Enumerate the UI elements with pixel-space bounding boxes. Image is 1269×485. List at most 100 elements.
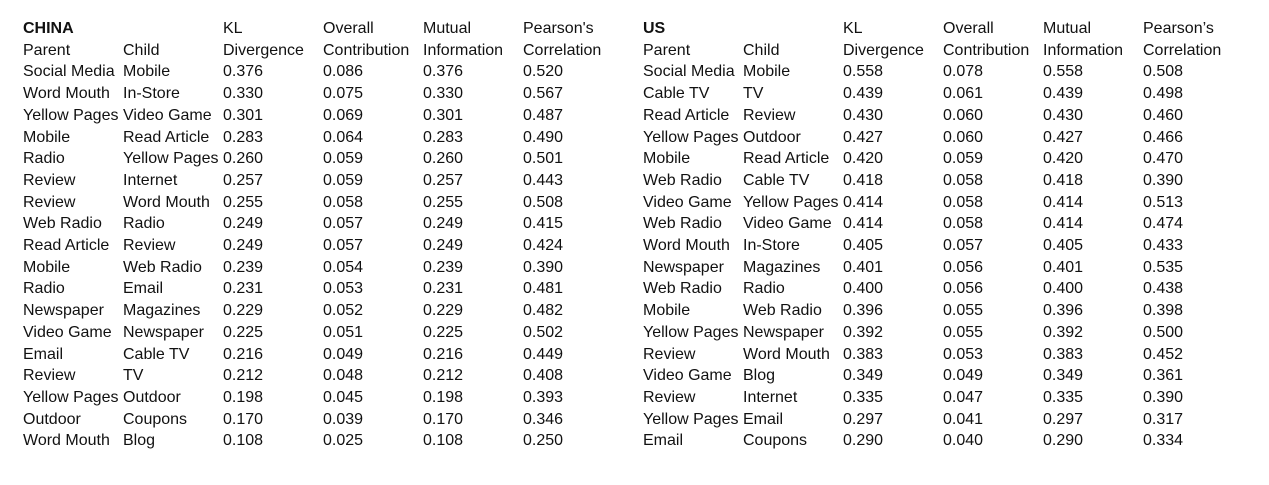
pearson-correlation-cell: 0.481 (523, 280, 564, 298)
pearson-correlation-cell: 0.502 (523, 323, 564, 341)
child-cell: Word Mouth (123, 193, 210, 211)
child-cell: Web Radio (743, 302, 822, 320)
child-cell: Coupons (743, 432, 808, 450)
parent-cell: Mobile (23, 258, 71, 276)
mutual-information-cell: 0.439 (1043, 85, 1084, 103)
china-table: CHINA KL Overall Mutual Pearson's Parent… (23, 18, 623, 452)
child-cell: Yellow Pages (743, 193, 839, 211)
col-header-overall-top: Overall (323, 20, 374, 37)
col-header-overall-contribution: Contribution (323, 41, 410, 59)
overall-contribution-cell: 0.056 (943, 280, 984, 298)
header-row-top: CHINA KL Overall Mutual Pearson's (23, 18, 623, 40)
kl-divergence-cell: 0.170 (223, 410, 264, 428)
overall-contribution-cell: 0.054 (323, 258, 364, 276)
mutual-information-cell: 0.383 (1043, 345, 1084, 363)
overall-contribution-cell: 0.053 (943, 345, 984, 363)
pearson-correlation-cell: 0.317 (1143, 410, 1184, 428)
mutual-information-cell: 0.198 (423, 388, 464, 406)
pearson-correlation-cell: 0.449 (523, 345, 564, 363)
table-row: Newspaper Magazines 0.229 0.052 0.229 0.482 (23, 300, 623, 322)
child-cell: In-Store (743, 237, 800, 255)
kl-divergence-cell: 0.439 (843, 85, 884, 103)
mutual-information-cell: 0.405 (1043, 237, 1084, 255)
overall-contribution-cell: 0.058 (943, 171, 984, 189)
child-cell: Mobile (123, 63, 171, 81)
col-header-child: Child (123, 41, 160, 59)
table-row: Yellow Pages Outdoor 0.198 0.045 0.198 0.393 (23, 387, 623, 409)
parent-cell: Email (643, 432, 684, 450)
col-header-overall-contribution: Contribution (943, 41, 1030, 59)
mutual-information-cell: 0.392 (1043, 323, 1084, 341)
overall-contribution-cell: 0.047 (943, 388, 984, 406)
pearson-correlation-cell: 0.470 (1143, 150, 1184, 168)
parent-cell: Radio (23, 280, 65, 298)
child-cell: In-Store (123, 85, 180, 103)
parent-cell: Mobile (643, 302, 691, 320)
overall-contribution-cell: 0.061 (943, 85, 984, 103)
mutual-information-cell: 0.290 (1043, 432, 1084, 450)
kl-divergence-cell: 0.420 (843, 150, 884, 168)
col-header-pearson-top: Pearson's (523, 20, 594, 37)
overall-contribution-cell: 0.059 (943, 150, 984, 168)
parent-cell: Web Radio (643, 280, 722, 298)
header-row-bottom: Parent Child Divergence Contribution Inf… (643, 40, 1243, 62)
pearson-correlation-cell: 0.520 (523, 63, 564, 81)
parent-cell: Yellow Pages (643, 410, 739, 428)
parent-cell: Yellow Pages (23, 388, 119, 406)
parent-cell: Yellow Pages (643, 323, 739, 341)
parent-cell: Cable TV (643, 85, 710, 103)
mutual-information-cell: 0.283 (423, 128, 464, 146)
table-row: Word Mouth In-Store 0.330 0.075 0.330 0.567 (23, 83, 623, 105)
overall-contribution-cell: 0.049 (943, 367, 984, 385)
pearson-correlation-cell: 0.474 (1143, 215, 1184, 233)
overall-contribution-cell: 0.060 (943, 106, 984, 124)
child-cell: Read Article (123, 128, 210, 146)
pearson-correlation-cell: 0.334 (1143, 432, 1184, 450)
kl-divergence-cell: 0.216 (223, 345, 264, 363)
mutual-information-cell: 0.401 (1043, 258, 1084, 276)
mutual-information-cell: 0.430 (1043, 106, 1084, 124)
overall-contribution-cell: 0.057 (323, 215, 364, 233)
col-header-overall-top: Overall (943, 20, 994, 37)
table-row: Video Game Blog 0.349 0.049 0.349 0.361 (643, 365, 1243, 387)
pearson-correlation-cell: 0.498 (1143, 85, 1184, 103)
pearson-correlation-cell: 0.346 (523, 410, 564, 428)
col-header-mutual-information: Information (423, 41, 504, 59)
pearson-correlation-cell: 0.424 (523, 237, 564, 255)
mutual-information-cell: 0.349 (1043, 367, 1084, 385)
kl-divergence-cell: 0.427 (843, 128, 884, 146)
overall-contribution-cell: 0.060 (943, 128, 984, 146)
col-header-parent: Parent (23, 41, 71, 59)
overall-contribution-cell: 0.041 (943, 410, 984, 428)
table-body: Social Media Mobile 0.376 0.086 0.376 0.520 Wo… (23, 61, 623, 452)
overall-contribution-cell: 0.025 (323, 432, 364, 450)
kl-divergence-cell: 0.418 (843, 171, 884, 189)
child-cell: Coupons (123, 410, 188, 428)
pearson-correlation-cell: 0.501 (523, 150, 564, 168)
pearson-correlation-cell: 0.361 (1143, 367, 1184, 385)
overall-contribution-cell: 0.075 (323, 85, 364, 103)
pearson-correlation-cell: 0.390 (1143, 171, 1184, 189)
table-row: Review Word Mouth 0.255 0.058 0.255 0.508 (23, 192, 623, 214)
parent-cell: Social Media (643, 63, 735, 81)
child-cell: Internet (743, 388, 798, 406)
mutual-information-cell: 0.330 (423, 85, 464, 103)
mutual-information-cell: 0.229 (423, 302, 464, 320)
col-header-parent: Parent (643, 41, 691, 59)
table-row: Email Cable TV 0.216 0.049 0.216 0.449 (23, 344, 623, 366)
child-cell: Mobile (743, 63, 791, 81)
pearson-correlation-cell: 0.490 (523, 128, 564, 146)
pearson-correlation-cell: 0.567 (523, 85, 564, 103)
kl-divergence-cell: 0.383 (843, 345, 884, 363)
parent-cell: Word Mouth (23, 432, 110, 450)
header-row-top: US KL Overall Mutual Pearson’s (643, 18, 1243, 40)
overall-contribution-cell: 0.086 (323, 63, 364, 81)
pearson-correlation-cell: 0.535 (1143, 258, 1184, 276)
child-cell: Yellow Pages (123, 150, 219, 168)
overall-contribution-cell: 0.057 (943, 237, 984, 255)
child-cell: Radio (123, 215, 165, 233)
table-row: Yellow Pages Outdoor 0.427 0.060 0.427 0.466 (643, 127, 1243, 149)
table-row: Yellow Pages Newspaper 0.392 0.055 0.392 0.50… (643, 322, 1243, 344)
mutual-information-cell: 0.427 (1043, 128, 1084, 146)
table-row: Review Internet 0.335 0.047 0.335 0.390 (643, 387, 1243, 409)
